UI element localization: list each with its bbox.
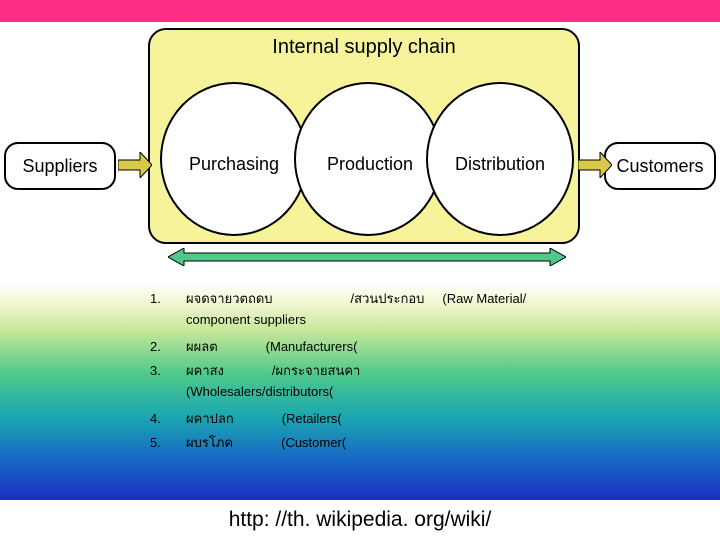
list-row-4: 4. ผคาปลก (Retailers(: [150, 408, 680, 429]
list-number: 2.: [150, 339, 168, 354]
distribution-label: Distribution: [436, 154, 564, 175]
list-text: (Retailers(: [282, 411, 342, 426]
list-row-5: 5. ผบรโภค (Customer(: [150, 432, 680, 453]
list-text: ผคาปลก: [186, 408, 234, 429]
list-number: 4.: [150, 411, 168, 426]
list-row-3: 3. ผคาสง /ผกระจายสนคา: [150, 360, 680, 381]
list-row-3b: (Wholesalers/distributors(: [150, 384, 680, 399]
list-text: (Manufacturers(: [266, 339, 358, 354]
list-text: ผคาสง: [186, 360, 224, 381]
bidirectional-arrow-icon: [168, 248, 566, 266]
list-text: (Wholesalers/distributors(: [186, 384, 333, 399]
customers-label: Customers: [616, 156, 703, 177]
suppliers-arrow-icon: [118, 152, 152, 178]
list-number: 3.: [150, 363, 168, 378]
list-text: (Raw Material/: [442, 291, 526, 306]
list-text: ผผลต: [186, 336, 218, 357]
list-text: component suppliers: [186, 312, 306, 327]
purchasing-label: Purchasing: [172, 154, 296, 175]
list-text: ผบรโภค: [186, 432, 233, 453]
internal-supply-chain-title: Internal supply chain: [148, 36, 580, 59]
suppliers-label: Suppliers: [22, 156, 97, 177]
list-row-1b: component suppliers: [150, 312, 680, 327]
list-number: 5.: [150, 435, 168, 450]
list-text: /ผกระจายสนคา: [272, 360, 360, 381]
members-list: 1. ผจดจายวตถดบ /สวนประกอบ (Raw Material/…: [0, 282, 720, 500]
top-pink-bar: [0, 0, 720, 22]
customers-box: Customers: [604, 142, 716, 190]
customers-arrow-icon: [578, 152, 612, 178]
list-number: 1.: [150, 291, 168, 306]
supply-chain-diagram: Internal supply chain Purchasing Product…: [0, 22, 720, 282]
list-text: /สวนประกอบ: [351, 288, 425, 309]
production-label: Production: [308, 154, 432, 175]
list-text: (Customer(: [281, 435, 346, 450]
suppliers-box: Suppliers: [4, 142, 116, 190]
list-row-1: 1. ผจดจายวตถดบ /สวนประกอบ (Raw Material/: [150, 288, 680, 309]
list-row-2: 2. ผผลต (Manufacturers(: [150, 336, 680, 357]
source-url: http: //th. wikipedia. org/wiki/: [0, 500, 720, 540]
list-text: ผจดจายวตถดบ: [186, 288, 273, 309]
